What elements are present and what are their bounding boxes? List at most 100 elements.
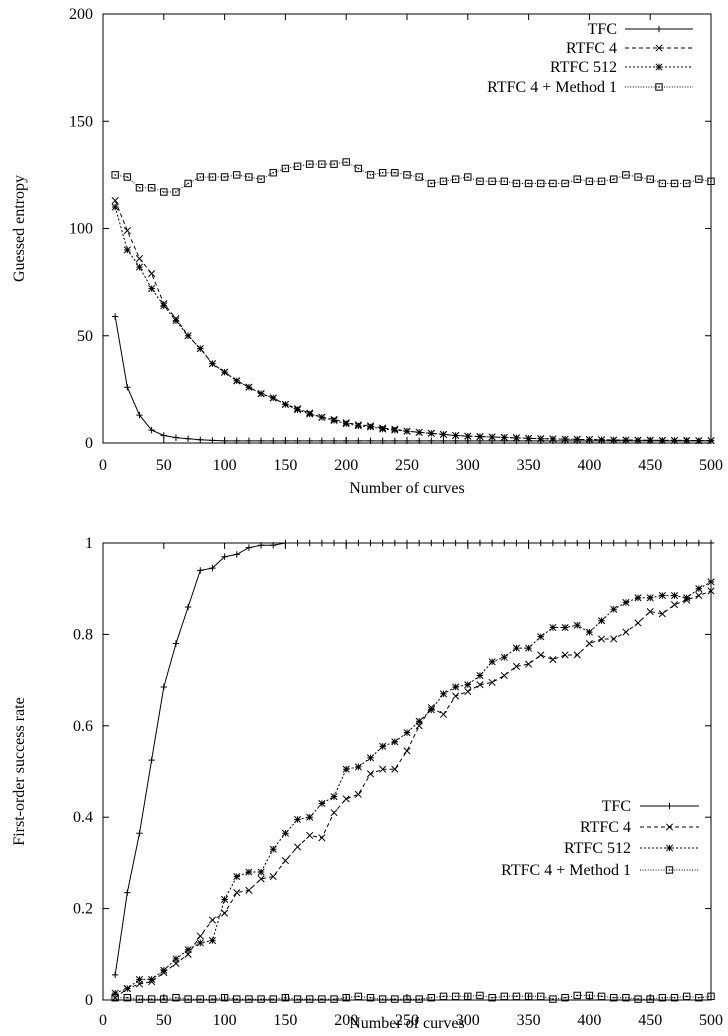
data-point — [670, 601, 679, 609]
data-point — [549, 179, 557, 188]
data-point — [172, 955, 180, 963]
data-point-dot — [503, 995, 506, 998]
data-point — [427, 706, 435, 714]
data-point-dot — [175, 191, 177, 193]
data-point-dot — [175, 996, 177, 999]
data-point — [658, 436, 666, 444]
legend-marker — [655, 83, 663, 91]
data-point — [135, 254, 144, 263]
data-point-dot — [260, 178, 262, 180]
data-point-dot — [199, 998, 202, 1000]
data-point — [403, 437, 411, 445]
data-point — [391, 765, 399, 773]
data-point — [646, 175, 654, 183]
data-point — [537, 651, 545, 659]
data-point — [366, 423, 375, 431]
data-point — [476, 681, 484, 689]
legend-marker — [655, 25, 663, 33]
data-point — [585, 177, 594, 186]
data-point — [233, 171, 241, 179]
data-point — [500, 433, 508, 441]
data-point — [294, 539, 301, 547]
data-point-dot — [333, 163, 335, 165]
data-point — [355, 539, 362, 547]
data-point-dot — [454, 178, 457, 180]
data-point — [136, 411, 143, 419]
data-point — [209, 564, 216, 572]
data-point — [464, 432, 472, 440]
data-point — [245, 383, 253, 391]
series-line — [114, 206, 711, 442]
data-point — [549, 655, 557, 664]
data-point — [573, 621, 581, 629]
x-tick-label: 500 — [699, 457, 723, 474]
data-point — [354, 422, 362, 430]
data-point — [634, 436, 642, 444]
data-point — [585, 628, 593, 636]
data-point — [282, 437, 289, 445]
data-point — [682, 992, 691, 1001]
data-point — [476, 991, 484, 1000]
data-point-dot — [564, 182, 566, 185]
data-point — [135, 995, 144, 1003]
data-point — [135, 184, 144, 192]
series-line — [114, 200, 711, 442]
data-point-dot — [649, 998, 651, 1000]
data-point — [160, 683, 167, 691]
data-point — [160, 995, 168, 1003]
data-point — [379, 437, 386, 445]
data-point — [537, 179, 545, 188]
data-point — [671, 539, 678, 547]
data-point-dot — [406, 174, 408, 176]
legend-entry: RTFC 4 — [580, 819, 699, 836]
y-tick-label: 1 — [85, 535, 93, 552]
data-point — [342, 420, 350, 428]
data-point — [464, 992, 472, 1001]
data-point-dot — [527, 182, 530, 185]
data-point — [500, 653, 508, 661]
data-point — [123, 994, 132, 1002]
data-point — [561, 623, 569, 632]
data-point-dot — [248, 998, 250, 1000]
data-point — [245, 173, 253, 181]
data-point — [135, 975, 144, 983]
data-point — [500, 992, 508, 1001]
y-tick-label: 0 — [85, 435, 93, 452]
legend-label: RTFC 4 + Method 1 — [501, 862, 631, 879]
data-point — [148, 426, 155, 434]
x-tick-label: 50 — [156, 1012, 172, 1029]
data-point-dot — [491, 996, 493, 999]
data-point-dot — [685, 995, 688, 998]
data-point — [281, 164, 290, 173]
data-point — [196, 995, 204, 1003]
data-point — [439, 710, 448, 718]
data-point — [135, 263, 144, 271]
legend-marker — [665, 866, 674, 874]
data-point — [123, 985, 131, 993]
data-point — [318, 539, 326, 547]
x-tick-label: 100 — [213, 1012, 237, 1029]
data-point — [634, 995, 642, 1003]
data-point — [343, 539, 350, 547]
data-point — [585, 991, 594, 1000]
data-point — [257, 390, 265, 398]
data-point — [415, 437, 423, 445]
data-point — [573, 991, 581, 1000]
data-point — [318, 834, 326, 842]
data-point — [452, 437, 459, 445]
legend-marker — [655, 63, 663, 71]
data-point — [440, 539, 447, 547]
legend-entry: RTFC 4 — [566, 40, 693, 57]
data-point — [354, 763, 362, 771]
data-point — [147, 995, 156, 1003]
data-point — [160, 432, 167, 439]
data-point — [294, 406, 302, 414]
legend-entry: TFC — [588, 21, 693, 38]
data-point — [707, 177, 715, 186]
data-point — [391, 169, 399, 177]
legend-entry: RTFC 4 + Method 1 — [501, 862, 699, 879]
data-point — [172, 994, 180, 1002]
y-tick-label: 0.4 — [73, 809, 93, 826]
data-point — [233, 551, 240, 558]
data-point — [245, 868, 253, 876]
